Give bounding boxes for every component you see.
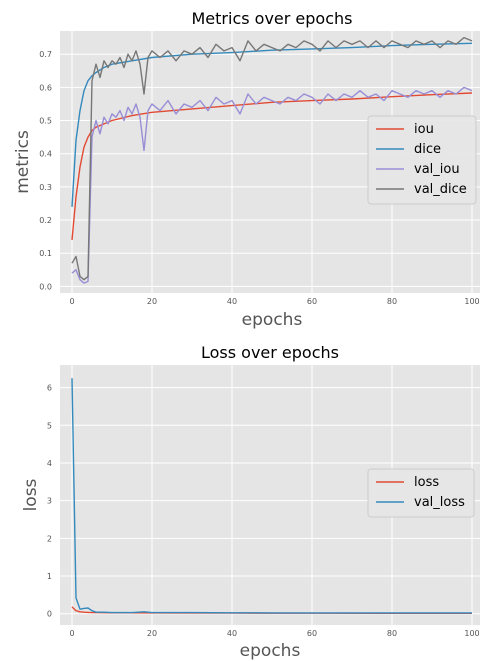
legend-box bbox=[367, 468, 475, 518]
x-tick-label: 20 bbox=[147, 297, 157, 306]
x-tick-label: 60 bbox=[307, 629, 317, 638]
y-tick-label: 2 bbox=[47, 534, 52, 543]
legend-label: val_loss bbox=[414, 495, 465, 510]
x-tick-label: 80 bbox=[387, 297, 397, 306]
y-tick-label: 4 bbox=[47, 459, 52, 468]
x-tick-label: 20 bbox=[147, 629, 157, 638]
x-tick-label: 100 bbox=[464, 297, 479, 306]
x-tick-label: 40 bbox=[227, 629, 237, 638]
y-tick-label: 0 bbox=[47, 610, 52, 619]
y-tick-label: 6 bbox=[47, 384, 52, 393]
legend: iou dice val_iou val_dice bbox=[367, 115, 477, 205]
series-line-val-loss bbox=[71, 378, 472, 614]
x-tick-label: 80 bbox=[387, 629, 397, 638]
y-tick-label: 0.2 bbox=[39, 216, 52, 225]
tick-labels: 0 20 40 60 80 100 0.0 0.1 0.2 0.3 0.4 0.5 0.6 0.7 bbox=[39, 50, 479, 306]
legend: loss val_loss bbox=[367, 468, 475, 518]
x-axis-label: epochs bbox=[240, 641, 301, 661]
series-line-iou bbox=[71, 92, 473, 240]
legend-label: val_dice bbox=[414, 182, 467, 197]
y-tick-label: 0.1 bbox=[39, 249, 52, 258]
y-axis-label: loss bbox=[21, 478, 41, 511]
y-tick-label: 1 bbox=[47, 572, 52, 581]
y-tick-label: 3 bbox=[47, 497, 52, 506]
x-axis-label: epochs bbox=[242, 310, 303, 330]
chart-title: Loss over epochs bbox=[201, 343, 339, 362]
x-tick-label: 0 bbox=[69, 629, 74, 638]
y-tick-label: 0.7 bbox=[39, 50, 52, 59]
x-tick-label: 60 bbox=[307, 297, 317, 306]
tick-labels: 0 20 40 60 80 100 0 1 2 3 4 5 6 bbox=[47, 384, 480, 638]
y-tick-label: 0.5 bbox=[39, 117, 52, 126]
y-tick-label: 0.0 bbox=[39, 282, 52, 291]
loss-chart: Loss over epochs 0 20 40 60 80 100 0 1 2 3 4 5 6 epo… bbox=[21, 343, 480, 661]
y-tick-label: 0.3 bbox=[39, 183, 52, 192]
x-tick-label: 0 bbox=[69, 297, 74, 306]
legend-label: loss bbox=[414, 475, 439, 490]
y-tick-label: 0.6 bbox=[39, 83, 52, 92]
series-line-val-dice bbox=[71, 36, 473, 281]
y-tick-label: 0.4 bbox=[39, 150, 52, 159]
metrics-chart: Metrics over epochs 0 20 40 60 80 100 0.0 0.1 0.… bbox=[13, 9, 480, 330]
x-tick-label: 40 bbox=[227, 297, 237, 306]
series-line-val-iou bbox=[71, 86, 473, 284]
legend-box bbox=[367, 115, 477, 205]
series-lines bbox=[71, 378, 472, 614]
x-tick-label: 100 bbox=[464, 629, 479, 638]
y-axis-label: metrics bbox=[13, 130, 33, 194]
chart-title: Metrics over epochs bbox=[192, 9, 353, 28]
y-tick-label: 5 bbox=[47, 421, 52, 430]
legend-label: dice bbox=[414, 142, 441, 157]
legend-label: iou bbox=[414, 122, 434, 137]
legend-label: val_iou bbox=[414, 162, 460, 177]
series-lines bbox=[71, 36, 473, 284]
